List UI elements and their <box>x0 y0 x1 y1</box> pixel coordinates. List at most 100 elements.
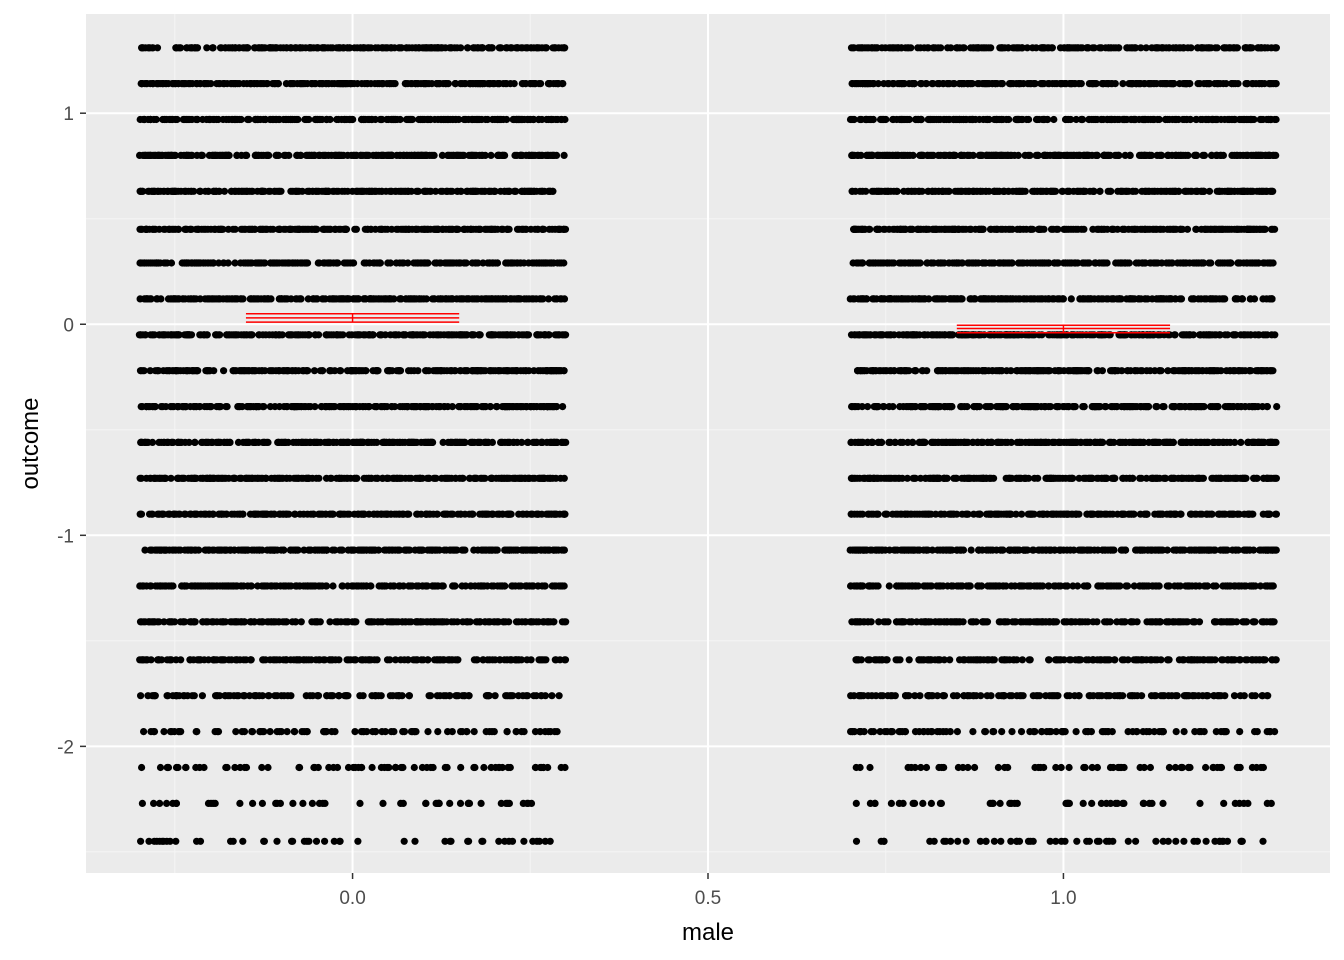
data-point <box>513 259 521 267</box>
data-point <box>376 331 384 339</box>
data-point <box>508 259 516 267</box>
data-point <box>544 403 552 411</box>
data-point <box>448 656 457 664</box>
data-point <box>523 656 531 664</box>
data-point <box>380 546 389 554</box>
data-point <box>312 837 321 845</box>
data-point <box>536 403 544 411</box>
data-point <box>291 44 299 52</box>
data-point <box>870 44 879 52</box>
data-point <box>405 692 413 700</box>
data-point <box>219 259 228 267</box>
data-point <box>514 474 522 482</box>
data-point <box>405 474 413 482</box>
data-point <box>358 115 366 124</box>
data-point <box>305 331 313 339</box>
data-point <box>310 367 319 375</box>
data-point <box>154 656 162 664</box>
data-point <box>146 367 154 375</box>
data-point <box>391 44 399 52</box>
data-point <box>264 763 272 772</box>
data-point <box>160 187 168 195</box>
data-point <box>255 692 263 700</box>
data-point <box>328 510 336 518</box>
data-point <box>231 115 239 124</box>
data-point <box>506 763 514 772</box>
data-point <box>164 295 173 303</box>
data-point <box>329 692 337 700</box>
data-point <box>229 837 237 845</box>
data-point <box>239 438 247 446</box>
data-point <box>377 763 385 772</box>
data-point <box>1232 44 1240 52</box>
data-point <box>209 474 217 482</box>
data-point <box>150 474 158 482</box>
data-point <box>258 367 266 375</box>
data-point <box>266 44 274 52</box>
data-point <box>224 582 232 590</box>
data-point <box>306 692 314 700</box>
data-point <box>445 474 453 482</box>
data-point <box>308 151 316 159</box>
data-point <box>324 187 332 195</box>
data-point <box>920 44 928 52</box>
data-point <box>311 331 319 339</box>
data-point <box>561 656 569 664</box>
data-point <box>435 331 443 339</box>
data-point <box>276 225 284 233</box>
data-point <box>301 225 310 233</box>
data-point <box>295 763 303 772</box>
data-point <box>310 763 318 772</box>
data-point <box>530 692 538 700</box>
data-point <box>401 187 409 195</box>
data-point <box>373 367 381 375</box>
data-point <box>239 295 247 303</box>
data-point <box>190 295 198 303</box>
data-point <box>410 367 418 375</box>
data-point <box>201 582 209 590</box>
data-point <box>553 728 561 736</box>
data-point <box>290 403 298 411</box>
data-point <box>381 44 389 52</box>
data-point <box>163 837 171 845</box>
data-point <box>446 187 454 195</box>
data-point <box>152 546 160 554</box>
data-point <box>460 80 468 88</box>
data-point <box>372 151 380 159</box>
data-point <box>424 259 432 267</box>
data-point <box>358 763 366 772</box>
data-point <box>543 151 552 159</box>
data-point <box>428 151 436 159</box>
data-point <box>215 331 223 339</box>
data-point <box>343 295 351 303</box>
data-point <box>222 510 231 518</box>
data-point <box>470 728 478 736</box>
data-point <box>199 474 207 482</box>
data-point <box>427 187 435 195</box>
data-point <box>393 151 401 159</box>
data-point <box>236 763 244 772</box>
data-point <box>413 656 421 664</box>
data-point <box>488 295 496 303</box>
data-point <box>511 151 519 159</box>
data-point <box>438 295 446 303</box>
data-point <box>335 692 343 700</box>
data-point <box>457 763 465 772</box>
data-point <box>292 438 300 446</box>
data-point <box>172 799 180 808</box>
data-point <box>424 728 432 736</box>
data-point <box>249 799 257 808</box>
data-point <box>263 80 271 88</box>
data-point <box>242 187 250 195</box>
data-point <box>548 692 556 700</box>
data-point <box>525 259 533 267</box>
data-point <box>168 151 176 159</box>
data-point <box>196 837 205 845</box>
data-point <box>558 44 566 52</box>
data-point <box>987 44 995 52</box>
data-point <box>337 331 345 339</box>
data-point <box>428 546 436 554</box>
data-point <box>450 618 458 626</box>
data-point <box>359 44 368 52</box>
data-point <box>337 367 345 375</box>
